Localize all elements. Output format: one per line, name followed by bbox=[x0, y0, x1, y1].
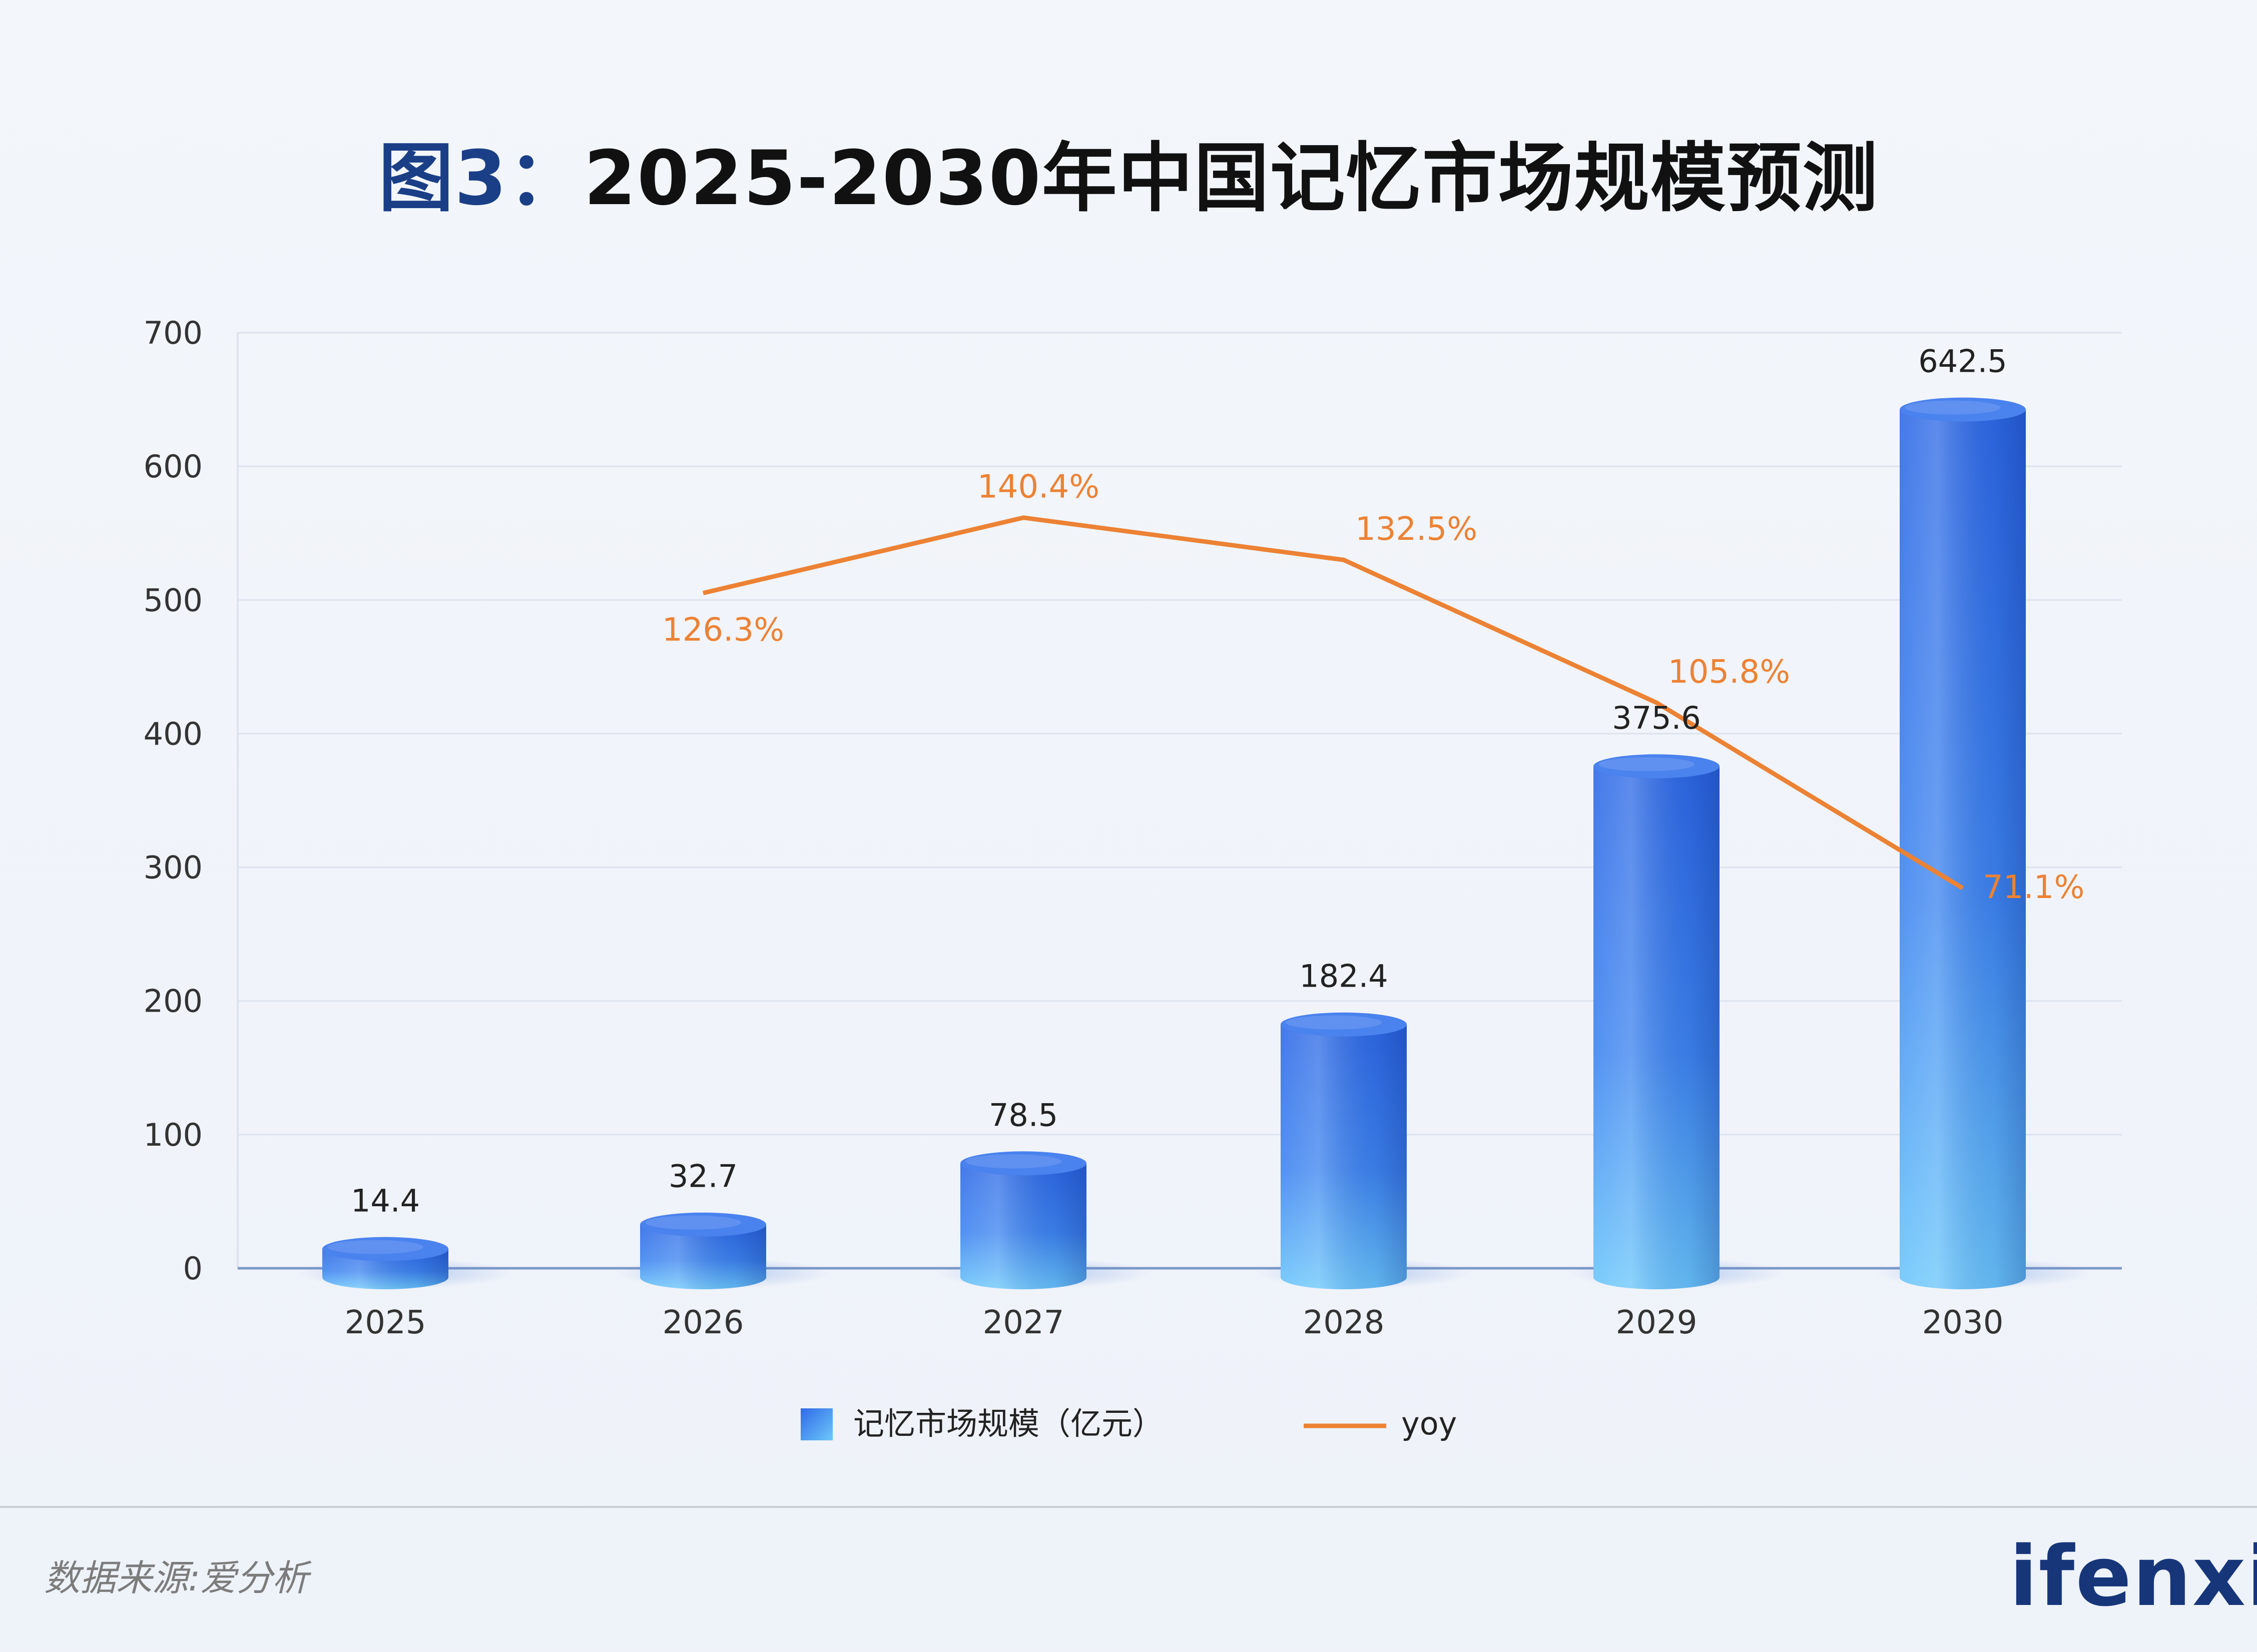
y-tick-label: 0 bbox=[183, 1250, 203, 1287]
yoy-label: 71.1% bbox=[1983, 869, 2084, 906]
y-tick-label: 400 bbox=[144, 715, 203, 752]
bar-value-label: 14.4 bbox=[351, 1183, 420, 1219]
footer-divider bbox=[0, 1506, 2257, 1508]
bar bbox=[1593, 754, 1720, 1289]
bar-top-highlight bbox=[1598, 757, 1695, 771]
bar-value-label: 642.5 bbox=[1918, 343, 2007, 380]
bar-top-highlight bbox=[645, 1215, 741, 1230]
bar-value-label: 32.7 bbox=[669, 1158, 738, 1195]
x-tick-label: 2026 bbox=[663, 1304, 744, 1341]
y-tick-label: 100 bbox=[144, 1117, 203, 1153]
bar-top-cap bbox=[1281, 1012, 1407, 1037]
bar-top-highlight bbox=[965, 1154, 1061, 1169]
x-tick-label: 2029 bbox=[1616, 1304, 1698, 1341]
x-tick-label: 2025 bbox=[345, 1304, 426, 1341]
yoy-label: 126.3% bbox=[662, 611, 784, 648]
bar-top-cap bbox=[640, 1212, 766, 1237]
title-prefix: 图3： bbox=[378, 135, 584, 222]
legend-bar-label: 记忆市场规模（亿元） bbox=[853, 1405, 1164, 1442]
bar-shading bbox=[1281, 1024, 1407, 1289]
yoy-label: 140.4% bbox=[977, 469, 1099, 506]
x-tick-label: 2028 bbox=[1303, 1304, 1385, 1341]
legend-line-label: yoy bbox=[1401, 1405, 1457, 1442]
bar-top-cap bbox=[1593, 754, 1720, 778]
chart-title: 图3：2025-2030年中国记忆市场规模预测 bbox=[0, 118, 2257, 226]
bar-top-cap bbox=[322, 1237, 448, 1261]
bar-top-highlight bbox=[327, 1240, 423, 1254]
brand-logo: ifenxi bbox=[2009, 1528, 2257, 1624]
bar-shading bbox=[640, 1224, 766, 1289]
yoy-label: 132.5% bbox=[1355, 511, 1477, 548]
bar bbox=[640, 1212, 766, 1289]
bar-value-label: 375.6 bbox=[1612, 700, 1701, 736]
bar-top-cap bbox=[960, 1151, 1086, 1176]
yoy-line bbox=[702, 515, 1964, 891]
bar bbox=[960, 1151, 1086, 1289]
y-tick-label: 300 bbox=[144, 850, 203, 886]
bar-value-label: 182.4 bbox=[1299, 958, 1388, 995]
bar-top-highlight bbox=[1286, 1015, 1382, 1030]
bar-value-label: 78.5 bbox=[989, 1097, 1058, 1133]
bar bbox=[1900, 397, 2026, 1289]
title-text: 2025-2030年中国记忆市场规模预测 bbox=[584, 135, 1879, 222]
x-tick-label: 2027 bbox=[983, 1304, 1064, 1341]
y-tick-label: 700 bbox=[144, 315, 203, 351]
legend-bar-swatch bbox=[801, 1408, 833, 1440]
bar-top-cap bbox=[1900, 397, 2026, 422]
bar-shading bbox=[1593, 766, 1720, 1289]
y-tick-label: 600 bbox=[144, 448, 203, 485]
bar-shading bbox=[960, 1163, 1086, 1289]
bar bbox=[322, 1237, 448, 1289]
yoy-label: 105.8% bbox=[1668, 653, 1790, 690]
y-tick-label: 200 bbox=[144, 983, 203, 1020]
x-tick-label: 2030 bbox=[1922, 1304, 2004, 1341]
bar-top-highlight bbox=[1905, 400, 2001, 415]
bar bbox=[1281, 1012, 1407, 1289]
source-note: 数据来源:爱分析 bbox=[44, 1557, 309, 1599]
y-tick-label: 500 bbox=[144, 582, 203, 618]
bar-shading bbox=[1900, 409, 2026, 1289]
